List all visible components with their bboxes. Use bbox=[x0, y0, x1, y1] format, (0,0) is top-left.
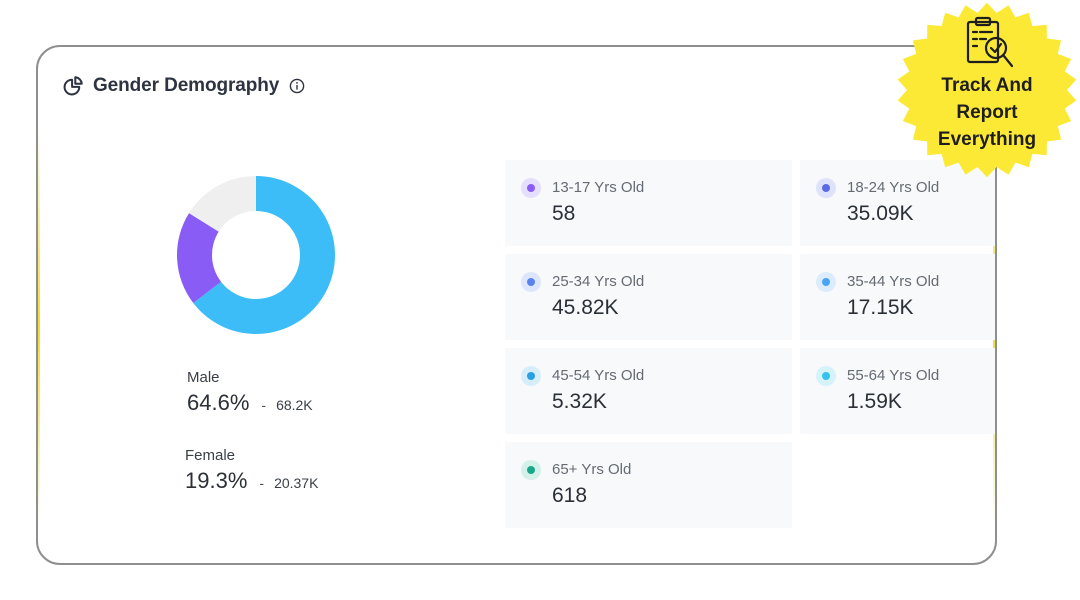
starburst-shape bbox=[897, 2, 1077, 178]
card-title: Gender Demography bbox=[93, 75, 280, 96]
age-label: 13-17 Yrs Old bbox=[552, 179, 645, 196]
legend-dot-icon bbox=[527, 184, 535, 192]
clipboard-search-icon bbox=[966, 16, 1014, 68]
donut-segment-other bbox=[189, 176, 256, 232]
female-label: Female bbox=[185, 447, 236, 464]
starburst-fill bbox=[897, 2, 1077, 178]
age-ring bbox=[816, 178, 836, 198]
age-value: 17.15K bbox=[847, 296, 914, 319]
pie-chart-icon bbox=[63, 76, 83, 96]
age-tile-18-24: 18-24 Yrs Old 35.09K bbox=[800, 160, 995, 246]
age-tile-13-17: 13-17 Yrs Old 58 bbox=[505, 160, 792, 246]
age-value: 1.59K bbox=[847, 390, 902, 413]
female-percent: 19.3% bbox=[185, 468, 248, 493]
age-label: 45-54 Yrs Old bbox=[552, 367, 645, 384]
gender-donut-chart bbox=[176, 176, 336, 334]
age-value: 35.09K bbox=[847, 202, 914, 225]
age-ring bbox=[521, 178, 541, 198]
legend-dot-icon bbox=[527, 278, 535, 286]
age-ring bbox=[521, 366, 541, 386]
male-label: Male bbox=[187, 369, 220, 386]
age-ring bbox=[816, 272, 836, 292]
badge-line-1: Track And bbox=[941, 75, 1033, 96]
age-tile-35-44: 35-44 Yrs Old 17.15K bbox=[800, 254, 995, 340]
age-ring bbox=[816, 366, 836, 386]
age-value: 45.82K bbox=[552, 296, 619, 319]
donut-segment-male bbox=[193, 176, 336, 334]
card-edge-highlight-left bbox=[38, 127, 40, 527]
gender-demography-card: Gender Demography Male 64.6% - 68.2K Fem… bbox=[36, 45, 997, 565]
donut-segment-female bbox=[176, 213, 222, 304]
age-label: 35-44 Yrs Old bbox=[847, 273, 940, 290]
male-count: 68.2K bbox=[276, 397, 313, 413]
badge-text: Track And Report Everything bbox=[894, 72, 1080, 153]
promo-badge: Track And Report Everything bbox=[894, 2, 1080, 178]
age-tile-45-54: 45-54 Yrs Old 5.32K bbox=[505, 348, 792, 434]
male-stat: Male 64.6% - 68.2K bbox=[187, 369, 313, 416]
age-tile-55-64: 55-64 Yrs Old 1.59K bbox=[800, 348, 995, 434]
age-tile-25-34: 25-34 Yrs Old 45.82K bbox=[505, 254, 792, 340]
female-stat: Female 19.3% - 20.37K bbox=[185, 447, 318, 494]
age-label: 18-24 Yrs Old bbox=[847, 179, 940, 196]
female-separator: - bbox=[259, 475, 265, 491]
age-value: 618 bbox=[552, 484, 588, 507]
male-percent: 64.6% bbox=[187, 390, 250, 415]
age-ring bbox=[521, 460, 541, 480]
legend-dot-icon bbox=[822, 184, 830, 192]
card-header: Gender Demography bbox=[62, 74, 305, 98]
age-label: 55-64 Yrs Old bbox=[847, 367, 940, 384]
info-icon[interactable] bbox=[289, 78, 305, 94]
legend-dot-icon bbox=[527, 372, 535, 380]
age-value: 5.32K bbox=[552, 390, 607, 413]
age-label: 25-34 Yrs Old bbox=[552, 273, 645, 290]
age-value: 58 bbox=[552, 202, 576, 225]
age-tile-65-plus: 65+ Yrs Old 618 bbox=[505, 442, 792, 528]
legend-dot-icon bbox=[822, 372, 830, 380]
female-count: 20.37K bbox=[274, 475, 319, 491]
badge-line-2: Report bbox=[956, 102, 1018, 123]
age-ring bbox=[521, 272, 541, 292]
male-separator: - bbox=[261, 397, 267, 413]
age-label: 65+ Yrs Old bbox=[552, 461, 632, 478]
badge-line-3: Everything bbox=[937, 129, 1037, 150]
legend-dot-icon bbox=[527, 466, 535, 474]
legend-dot-icon bbox=[822, 278, 830, 286]
